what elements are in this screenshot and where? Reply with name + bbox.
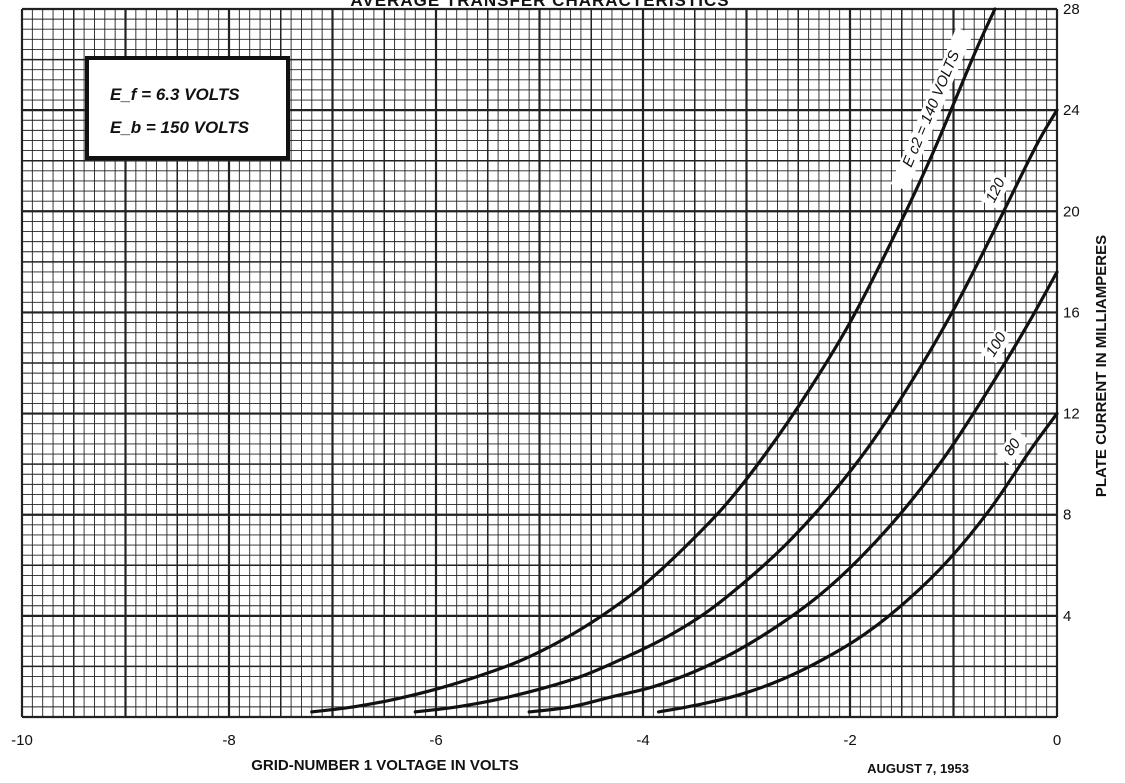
- parameter-eb: E_b = 150 VOLTS: [110, 118, 250, 137]
- series-line: [310, 7, 997, 714]
- tick-label-layer: -10 -8 -6 -4 -2 0 4 8 12 16 20 24 28: [11, 1, 1080, 749]
- x-tick-label: 0: [1053, 732, 1061, 749]
- y-tick-label: 24: [1063, 102, 1080, 119]
- x-tick-label: -10: [11, 732, 33, 749]
- x-tick-label: -6: [429, 732, 442, 749]
- y-tick-label: 20: [1063, 203, 1080, 220]
- x-tick-label: -8: [222, 732, 235, 749]
- series-label-backdrop: [996, 429, 1030, 466]
- series-line: [656, 412, 1059, 714]
- series-label-group: 80: [996, 429, 1030, 466]
- series-line: [413, 108, 1059, 714]
- x-axis-title: GRID-NUMBER 1 VOLTAGE IN VOLTS: [251, 757, 519, 774]
- y-tick-label: 12: [1063, 406, 1080, 423]
- parameter-box-frame: [85, 56, 290, 160]
- series-label-backdrop: [980, 172, 1012, 209]
- parameter-box: E_f = 6.3 VOLTS E_b = 150 VOLTS: [85, 56, 290, 160]
- chart-title: AVERAGE TRANSFER CHARACTERISTICS: [350, 0, 729, 10]
- y-tick-label: 16: [1063, 304, 1080, 321]
- y-tick-label: 28: [1063, 1, 1080, 18]
- series-label-backdrop: [980, 326, 1013, 364]
- parameter-ef: E_f = 6.3 VOLTS: [110, 85, 240, 104]
- chart-date: AUGUST 7, 1953: [867, 761, 969, 776]
- y-axis-title: PLATE CURRENT IN MILLIAMPERES: [1093, 235, 1110, 497]
- x-tick-label: -4: [636, 732, 649, 749]
- series-label-backdrop: [890, 27, 973, 191]
- x-tick-label: -2: [843, 732, 856, 749]
- series-line: [527, 270, 1059, 714]
- y-tick-label: 4: [1063, 608, 1071, 625]
- y-tick-label: 8: [1063, 507, 1071, 524]
